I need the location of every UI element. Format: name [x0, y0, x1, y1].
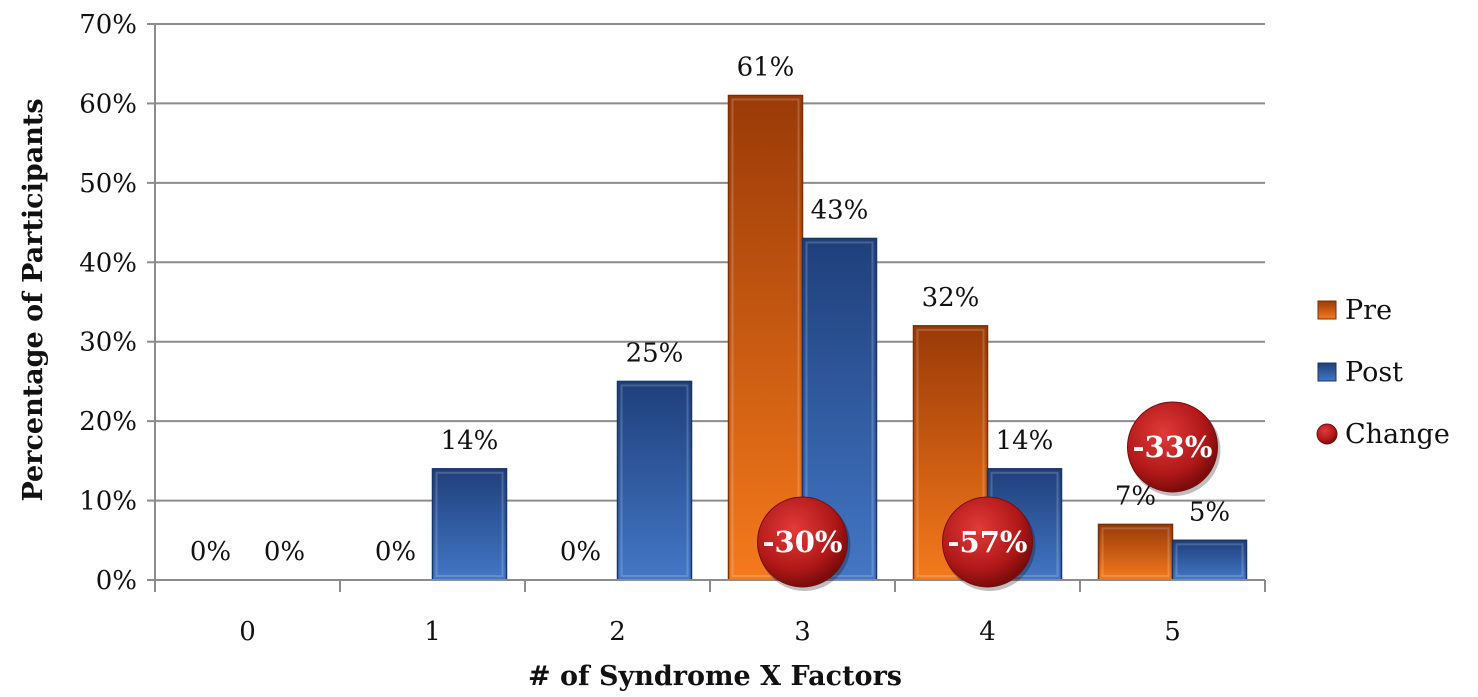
y-tick-label: 70% [79, 10, 137, 40]
data-label-post-2: 25% [626, 338, 684, 368]
y-tick-label: 50% [79, 169, 137, 199]
bar-bevel [731, 98, 800, 577]
data-label-pre-1: 0% [375, 537, 416, 567]
y-tick-label: 20% [79, 407, 137, 437]
data-labels: 0% 0% 0% 14% 0% 25% 61% 43% 32% 14% 7% 5% [190, 52, 1230, 567]
y-tick-label: 30% [79, 328, 137, 358]
axes: 0% 10% 20% 30% 40% 50% 60% 70% 0 1 2 3 4 5 [79, 10, 1266, 647]
bar-bevel [435, 471, 504, 577]
bar-post-2 [616, 380, 693, 581]
data-label-pre-2: 0% [560, 537, 601, 567]
x-tick-label: 1 [424, 617, 441, 647]
data-label-post-1: 14% [441, 426, 499, 456]
change-marker-3 [757, 496, 848, 588]
legend-swatch-change [1316, 423, 1338, 445]
bar-bevel [1175, 543, 1244, 577]
data-label-post-4: 14% [996, 426, 1054, 456]
legend-label-pre: Pre [1345, 295, 1392, 326]
change-marker-4 [942, 496, 1033, 588]
data-label-pre-4: 32% [922, 283, 980, 313]
legend-label-post: Post [1345, 357, 1403, 388]
change-label-5: -33% [1133, 430, 1213, 464]
bar-bevel [620, 384, 689, 577]
data-label-pre-3: 61% [737, 52, 795, 82]
x-tick-label: 2 [609, 617, 626, 647]
x-axis-title: # of Syndrome X Factors [528, 661, 902, 692]
y-tick-label: 40% [79, 248, 137, 278]
bar-bevel [1101, 527, 1170, 578]
bars [431, 94, 1248, 581]
change-label-4: -57% [948, 525, 1028, 559]
x-tick-label: 0 [239, 617, 256, 647]
legend-label-change: Change [1345, 419, 1450, 450]
gridlines [155, 23, 1265, 502]
x-tick-label: 5 [1164, 617, 1181, 647]
x-tick-label: 4 [979, 617, 996, 647]
legend-swatch-pre [1317, 300, 1337, 320]
change-marker-5 [1127, 401, 1218, 493]
data-label-pre-5: 7% [1115, 481, 1156, 511]
data-label-post-0: 0% [264, 537, 305, 567]
y-axis-title: Percentage of Participants [18, 98, 49, 501]
data-label-pre-0: 0% [190, 537, 231, 567]
y-tick-label: 0% [96, 566, 137, 596]
bar-bevel [805, 241, 874, 577]
y-tick-label: 10% [79, 487, 137, 517]
change-label-3: -30% [763, 525, 843, 559]
data-label-post-3: 43% [811, 195, 869, 225]
legend-swatch-post [1317, 362, 1337, 382]
bar-pre-5 [1097, 523, 1174, 581]
bar-post-5 [1171, 539, 1248, 581]
y-tick-label: 60% [79, 89, 137, 119]
bar-bevel [916, 328, 985, 578]
bar-post-1 [431, 468, 508, 581]
data-label-post-5: 5% [1189, 497, 1230, 527]
legend: Pre Post Change [1316, 295, 1450, 450]
change-markers: -30% -57% -33% [757, 401, 1221, 591]
x-tick-label: 3 [794, 617, 811, 647]
